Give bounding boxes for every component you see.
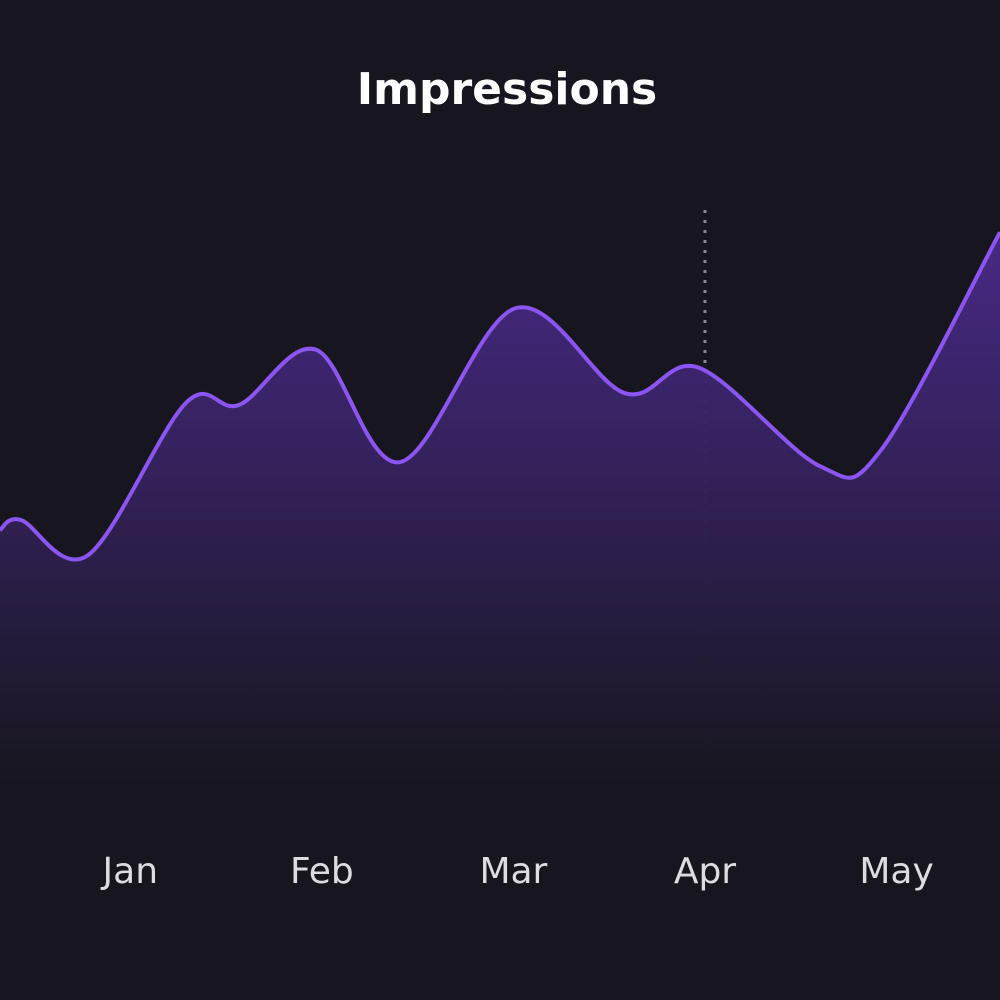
area-fill	[0, 232, 1000, 786]
x-tick-label: Mar	[479, 851, 547, 892]
x-tick-label: May	[859, 851, 933, 892]
x-tick-label: Jan	[101, 851, 159, 892]
x-tick-label: Feb	[290, 851, 354, 892]
chart-title: Impressions	[357, 64, 657, 115]
area-line	[0, 231, 1000, 562]
x-tick-label: Apr	[674, 851, 736, 892]
